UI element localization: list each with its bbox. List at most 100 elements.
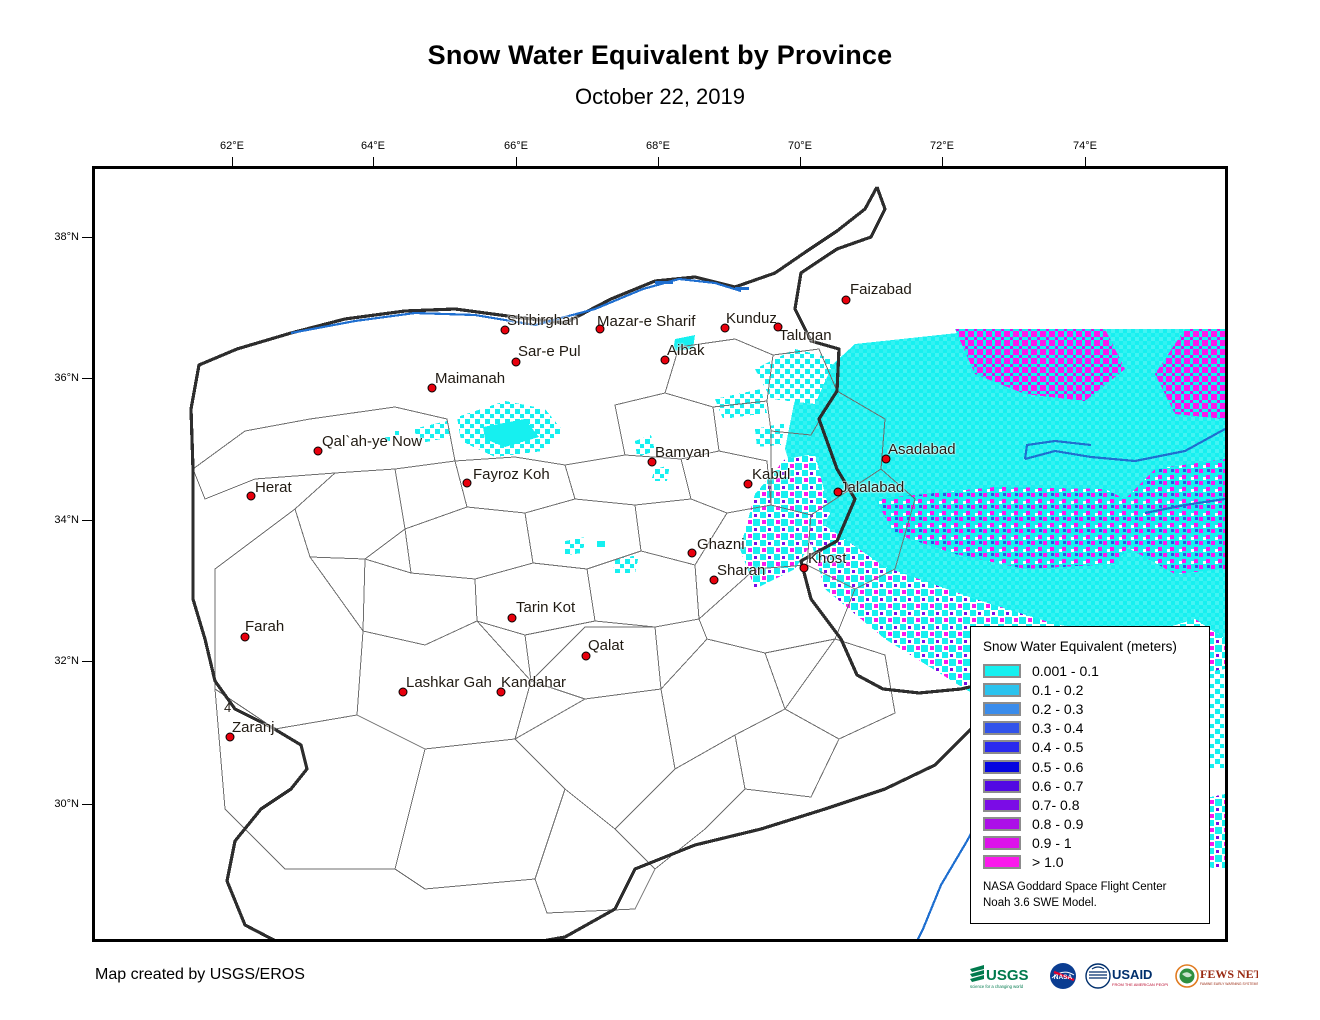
svg-text:FROM THE AMERICAN PEOPLE: FROM THE AMERICAN PEOPLE (1112, 982, 1168, 987)
city-marker-khost[interactable] (799, 563, 809, 573)
city-marker-farah[interactable] (240, 632, 250, 642)
svg-text:FEWS NET: FEWS NET (1200, 967, 1258, 981)
legend-row: 0.9 - 1 (983, 834, 1199, 853)
city-marker-lashkar-gah[interactable] (398, 687, 408, 697)
city-marker-kandahar[interactable] (496, 687, 506, 697)
city-marker-jalalabad[interactable] (833, 487, 843, 497)
city-marker-tarin-kot[interactable] (507, 613, 517, 623)
city-label-faizabad: Faizabad (850, 281, 912, 298)
legend-label: 0.9 - 1 (1032, 835, 1072, 852)
svg-text:FAMINE EARLY WARNING SYSTEMS N: FAMINE EARLY WARNING SYSTEMS NETWORK (1200, 982, 1258, 986)
footer-credit: Map created by USGS/EROS (95, 966, 305, 983)
legend-row: 0.3 - 0.4 (983, 719, 1199, 738)
legend-label: 0.4 - 0.5 (1032, 739, 1084, 756)
city-marker-sharan[interactable] (709, 575, 719, 585)
lat-tick-2: 34°N (45, 514, 92, 526)
legend-row: 0.4 - 0.5 (983, 738, 1199, 757)
legend-swatch (983, 836, 1021, 851)
legend-swatch (983, 740, 1021, 755)
international-border (189, 186, 997, 939)
lon-tick-1: 64°E (361, 140, 385, 166)
logo-strip: USGS science for a changing world NASA U… (968, 957, 1258, 995)
legend-swatch (983, 817, 1021, 832)
usgs-logo: USGS science for a changing world (968, 961, 1042, 991)
svg-text:USGS: USGS (986, 967, 1029, 984)
lat-tick-0: 38°N (45, 231, 92, 243)
water-bodies (655, 281, 749, 290)
city-marker-maimanah[interactable] (427, 383, 437, 393)
city-marker-bamyan[interactable] (647, 457, 657, 467)
legend-swatch (983, 778, 1021, 793)
legend-swatch (983, 797, 1021, 812)
legend-swatch (983, 759, 1021, 774)
page-subtitle: October 22, 2019 (574, 84, 745, 109)
city-label-khost: Khost (808, 550, 847, 567)
legend-label: 0.7- 0.8 (1032, 796, 1080, 813)
city-marker-mazar-e-sharif[interactable] (595, 324, 605, 334)
lon-tick-mark (941, 157, 943, 166)
legend-label: 0.2 - 0.3 (1032, 700, 1084, 717)
legend-row: 0.2 - 0.3 (983, 699, 1199, 718)
lat-tick-1: 36°N (45, 372, 92, 384)
legend-row: 0.1 - 0.2 (983, 680, 1199, 699)
city-label-maimanah: Maimanah (435, 370, 506, 387)
city-label-farah: Farah (245, 618, 285, 635)
legend-credit: NASA Goddard Space Flight Center Noah 3.… (983, 880, 1199, 911)
legend-row: > 1.0 (983, 853, 1199, 872)
lon-tick-4: 70°E (788, 140, 812, 166)
legend-label: 0.001 - 0.1 (1032, 662, 1099, 679)
city-label-tarin-kot: Tarin Kot (516, 599, 576, 616)
map-frame[interactable] (92, 166, 1228, 942)
city-label-mazar-e-sharif: Mazar-e Sharif (597, 313, 696, 330)
city-marker-shibirghan[interactable] (500, 325, 510, 335)
legend-swatch (983, 721, 1021, 736)
city-marker-ghazni[interactable] (687, 548, 697, 558)
city-label-taluqan: Taluqan (779, 327, 832, 344)
city-marker-sar-e-pul[interactable] (511, 357, 521, 367)
city-label-asadabad: Asadabad (888, 441, 956, 458)
legend-title: Snow Water Equivalent (meters) (983, 639, 1177, 654)
stray-map-label: 4 (224, 700, 232, 715)
city-marker-zaranj[interactable] (225, 732, 235, 742)
legend-credit-line2: Noah 3.6 SWE Model. (983, 896, 1097, 909)
lon-tick-2: 66°E (504, 140, 528, 166)
city-marker-kabul[interactable] (743, 479, 753, 489)
city-marker-taluqan[interactable] (773, 322, 783, 332)
city-label-lashkar-gah: Lashkar Gah (406, 674, 492, 691)
city-label-bamyan: Bamyan (655, 444, 711, 461)
lat-tick-mark (82, 237, 92, 238)
legend-row: 0.001 - 0.1 (983, 661, 1199, 680)
legend-swatch (983, 701, 1021, 716)
svg-text:NASA: NASA (1054, 974, 1073, 981)
city-marker-faizabad[interactable] (841, 295, 851, 305)
page-title: Snow Water Equivalent by Province (427, 40, 893, 70)
legend-swatch (983, 855, 1021, 870)
lat-tick-mark (82, 661, 92, 662)
legend-label: 0.5 - 0.6 (1032, 758, 1084, 775)
city-marker-herat[interactable] (246, 491, 256, 501)
legend-label: > 1.0 (1032, 854, 1064, 871)
city-marker-kunduz[interactable] (720, 323, 730, 333)
city-label-sharan: Sharan (717, 562, 766, 579)
city-label-kunduz: Kunduz (726, 310, 777, 327)
lon-tick-mark (372, 157, 374, 166)
city-marker-qal-ah-ye-now[interactable] (313, 446, 323, 456)
lat-tick-mark (82, 520, 92, 521)
city-label-zaranj: Zaranj (232, 719, 275, 736)
legend-label: 0.8 - 0.9 (1032, 816, 1084, 833)
lon-tick-mark (657, 157, 659, 166)
city-marker-aibak[interactable] (660, 355, 670, 365)
city-label-qal-ah-ye-now: Qal`ah-ye Now (322, 433, 423, 450)
city-label-herat: Herat (255, 479, 292, 496)
city-label-kabul: Kabul (752, 466, 791, 483)
city-marker-fayroz-koh[interactable] (462, 478, 472, 488)
lon-tick-3: 68°E (646, 140, 670, 166)
lon-tick-0: 62°E (220, 140, 244, 166)
lat-tick-4: 30°N (45, 798, 92, 810)
city-marker-asadabad[interactable] (881, 454, 891, 464)
legend-row: 0.6 - 0.7 (983, 776, 1199, 795)
usaid-logo: USAID FROM THE AMERICAN PEOPLE (1084, 961, 1168, 991)
city-marker-qalat[interactable] (581, 651, 591, 661)
fewsnet-logo: FEWS NET FAMINE EARLY WARNING SYSTEMS NE… (1174, 961, 1258, 991)
city-label-ghazni: Ghazni (697, 536, 745, 553)
